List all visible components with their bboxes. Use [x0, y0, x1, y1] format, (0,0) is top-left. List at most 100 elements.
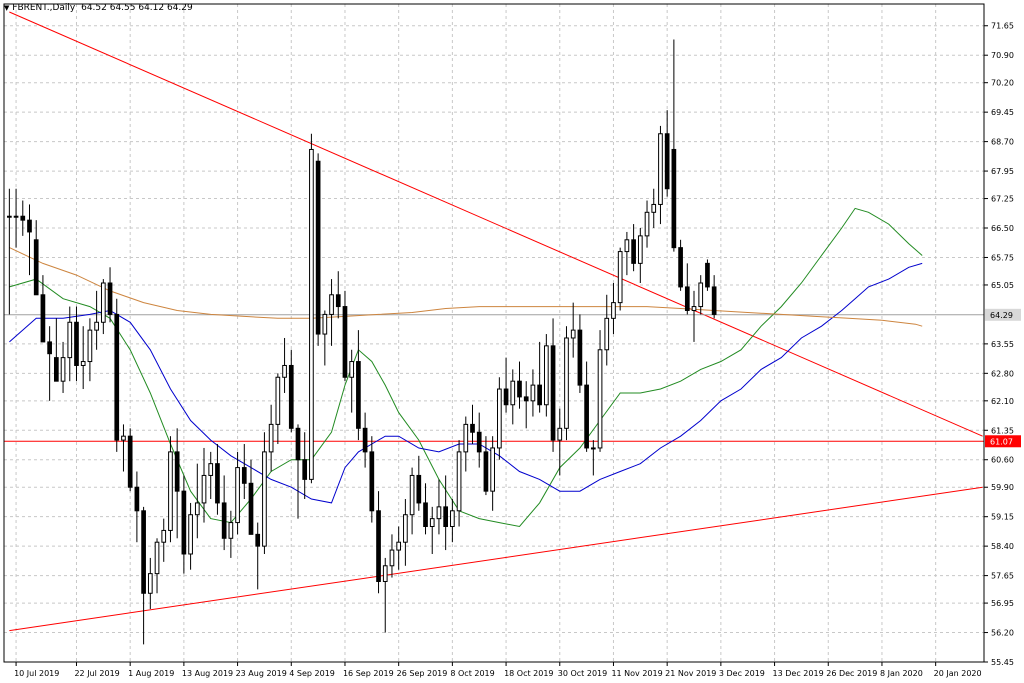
candle[interactable] [201, 447, 207, 523]
candle[interactable] [181, 475, 187, 574]
candle[interactable] [168, 436, 173, 543]
candle[interactable] [40, 275, 46, 343]
candle[interactable] [60, 341, 66, 393]
candle[interactable] [315, 153, 321, 346]
candle[interactable] [678, 239, 683, 291]
candle[interactable] [349, 349, 355, 413]
candle[interactable] [80, 326, 86, 390]
horizontal-level-lines[interactable] [4, 314, 984, 442]
candle[interactable] [517, 361, 522, 409]
candle[interactable] [698, 275, 704, 315]
candle[interactable] [342, 290, 348, 382]
candle[interactable] [215, 444, 220, 515]
candle[interactable] [644, 200, 650, 248]
candle[interactable] [13, 188, 19, 248]
candle[interactable] [255, 522, 261, 590]
candle[interactable] [429, 506, 435, 554]
candle[interactable] [396, 526, 402, 570]
candle[interactable] [691, 290, 697, 342]
candle[interactable] [597, 330, 603, 452]
candle[interactable] [356, 330, 361, 441]
triangle-down-icon[interactable]: ▼ [4, 4, 10, 12]
candle[interactable] [584, 361, 589, 452]
trend-lines[interactable] [9, 11, 983, 632]
candle[interactable] [543, 334, 549, 417]
candle[interactable] [127, 428, 133, 492]
candle[interactable] [604, 294, 610, 366]
candle[interactable] [194, 463, 200, 539]
candle[interactable] [557, 408, 563, 476]
candle[interactable] [329, 279, 334, 346]
candle[interactable] [684, 263, 690, 315]
candle[interactable] [389, 534, 395, 578]
candle[interactable] [20, 200, 26, 236]
candle[interactable] [671, 39, 677, 252]
candle[interactable] [470, 404, 475, 445]
candle[interactable] [100, 279, 106, 335]
candle[interactable] [382, 557, 388, 633]
candle[interactable] [188, 502, 193, 570]
candle[interactable] [53, 318, 59, 382]
candle[interactable] [248, 459, 254, 535]
candle[interactable] [497, 377, 502, 460]
candle[interactable] [436, 479, 442, 535]
candle[interactable] [228, 510, 234, 558]
candle[interactable] [27, 204, 32, 276]
candle[interactable] [362, 412, 368, 468]
candle[interactable] [295, 424, 301, 519]
candle[interactable] [302, 432, 308, 500]
candle[interactable] [664, 110, 670, 197]
candle[interactable] [241, 444, 247, 500]
candle[interactable] [369, 436, 375, 523]
candle[interactable] [658, 125, 663, 225]
candle[interactable] [275, 373, 281, 445]
candle[interactable] [463, 416, 469, 472]
candle[interactable] [537, 341, 542, 413]
candle[interactable] [570, 302, 576, 358]
candle[interactable] [376, 491, 381, 594]
candle[interactable] [705, 259, 710, 291]
candle[interactable] [335, 271, 341, 319]
candle[interactable] [631, 224, 636, 272]
candle[interactable] [490, 436, 495, 511]
candlesticks[interactable] [7, 39, 717, 645]
candle[interactable] [67, 306, 73, 382]
candle[interactable] [476, 412, 482, 468]
candle[interactable] [530, 369, 536, 417]
candle[interactable] [651, 188, 657, 229]
candle[interactable] [107, 267, 113, 323]
candle[interactable] [7, 188, 12, 315]
candle[interactable] [624, 231, 630, 276]
candle[interactable] [590, 440, 596, 476]
candle[interactable] [637, 228, 643, 283]
candle[interactable] [147, 557, 153, 609]
candle[interactable] [611, 282, 616, 335]
candle[interactable] [268, 404, 274, 472]
candle[interactable] [154, 538, 160, 594]
candle[interactable] [134, 471, 140, 543]
candle[interactable] [221, 475, 227, 551]
candle[interactable] [550, 318, 556, 452]
candle[interactable] [208, 451, 214, 500]
candle[interactable] [523, 381, 529, 429]
candle[interactable] [141, 506, 146, 645]
candle[interactable] [510, 369, 516, 425]
candle[interactable] [409, 467, 415, 535]
candle[interactable] [161, 518, 167, 562]
candle[interactable] [282, 337, 287, 393]
candle[interactable] [262, 432, 267, 554]
candle[interactable] [87, 318, 93, 382]
candle[interactable] [74, 306, 79, 382]
candle[interactable] [121, 424, 126, 472]
candle[interactable] [443, 475, 449, 551]
candle[interactable] [416, 455, 422, 511]
candle[interactable] [47, 326, 52, 401]
candle[interactable] [564, 326, 569, 441]
candle[interactable] [503, 357, 509, 413]
candle[interactable] [483, 436, 489, 496]
trend-line[interactable] [9, 486, 983, 632]
candle[interactable] [322, 310, 328, 366]
candle[interactable] [403, 499, 408, 566]
